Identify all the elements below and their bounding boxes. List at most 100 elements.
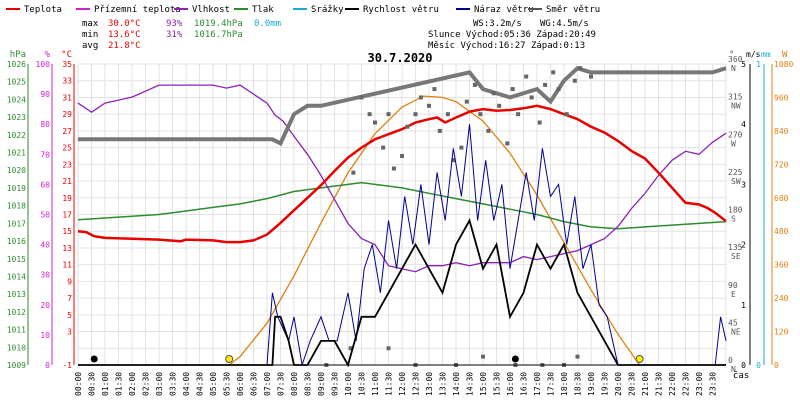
pressure-axis-unit: hPa: [10, 50, 26, 60]
series-wind-gust: [78, 124, 727, 366]
x-tick-label: 13:30: [439, 372, 448, 396]
humidity-tick-label: 90: [40, 90, 50, 99]
x-tick-label: 09:30: [331, 372, 340, 396]
legend-label: Tlak: [252, 5, 274, 15]
direction-point: [516, 112, 521, 117]
direction-point: [373, 120, 377, 125]
direction-point: [572, 78, 577, 83]
x-axis-label: čas: [733, 370, 749, 381]
x-tick-label: 11:00: [371, 372, 380, 396]
humidity-axis-unit: %: [45, 50, 51, 60]
wind-tick-label: 3: [741, 180, 746, 189]
precip-tick-label: 1: [756, 60, 761, 69]
direction-point: [359, 95, 364, 100]
pressure-tick-label: 1019: [7, 184, 26, 193]
solar-tick-label: 0: [774, 361, 779, 370]
precip-marker: [511, 355, 519, 363]
temperature-tick-label: 5: [67, 311, 72, 320]
direction-point: [386, 112, 391, 117]
temperature-tick-label: 33: [62, 77, 72, 86]
wind-tick-label: 4: [741, 120, 746, 129]
compass-tick-label: SW: [731, 177, 741, 186]
series-humidity: [77, 84, 727, 273]
x-tick-label: 22:30: [682, 372, 691, 396]
x-tick-label: 20:00: [614, 372, 623, 396]
x-tick-label: 04:00: [182, 372, 191, 396]
stat-min-press: 1016.7hPa: [194, 30, 243, 40]
direction-point: [459, 145, 464, 150]
direction-tick-label: 180: [728, 206, 743, 215]
humidity-tick-label: 20: [40, 301, 50, 310]
direction-point: [418, 95, 423, 100]
stat-precip: 0.0mm: [254, 19, 281, 29]
stat-max-temp: 30.0°C: [108, 19, 141, 29]
direction-point: [510, 87, 515, 92]
legend-label: Vlhkost: [192, 5, 230, 15]
legend-label: Rychlost větru: [363, 5, 439, 15]
x-tick-label: 23:30: [709, 372, 718, 396]
stat-ws: WS:3.2m/s: [473, 19, 522, 29]
x-tick-label: 02:00: [128, 372, 137, 396]
wind-axis-unit: m/s: [746, 50, 761, 59]
direction-point: [405, 124, 410, 129]
direction-point: [497, 103, 502, 108]
x-tick-label: 02:30: [142, 372, 151, 396]
direction-point: [556, 87, 561, 92]
direction-point: [451, 158, 456, 163]
temperature-tick-label: 15: [62, 227, 72, 236]
series-solar: [228, 95, 641, 366]
x-tick-label: 06:00: [236, 372, 245, 396]
direction-point: [505, 141, 510, 146]
compass-tick-label: N: [731, 64, 736, 73]
direction-point: [491, 91, 496, 96]
temperature-axis-unit: °C: [61, 50, 72, 60]
precip-tick-label: 0: [756, 361, 761, 370]
x-tick-label: 17:30: [547, 372, 556, 396]
direction-tick-label: 90: [728, 281, 738, 290]
direction-point: [486, 128, 491, 133]
x-tick-label: 15:30: [493, 372, 502, 396]
pressure-tick-label: 1017: [7, 219, 26, 228]
direction-tick-label: 0: [728, 356, 733, 365]
sun-marker: [635, 355, 644, 363]
legend-label: Srážky: [311, 5, 344, 15]
x-tick-label: 21:00: [641, 372, 650, 396]
humidity-tick-label: 80: [40, 120, 50, 129]
x-tick-label: 05:00: [209, 372, 218, 396]
x-tick-label: 14:00: [452, 372, 461, 396]
pressure-tick-label: 1014: [7, 272, 26, 281]
humidity-tick-label: 60: [40, 180, 50, 189]
series-pressure: [77, 181, 727, 230]
x-tick-label: 19:00: [587, 372, 596, 396]
x-tick-label: 19:30: [601, 372, 610, 396]
temperature-tick-label: 23: [62, 160, 72, 169]
precip-marker: [90, 355, 98, 363]
pressure-tick-label: 1012: [7, 308, 26, 317]
temperature-tick-label: 25: [62, 144, 72, 153]
temperature-tick-label: 29: [62, 110, 72, 119]
stat-max-label: max: [82, 19, 99, 29]
temperature-tick-label: 31: [62, 93, 72, 102]
x-tick-label: 07:00: [263, 372, 272, 396]
x-tick-label: 07:30: [277, 372, 286, 396]
pressure-tick-label: 1025: [7, 78, 26, 87]
direction-point: [478, 112, 483, 117]
solar-tick-label: 720: [774, 160, 789, 169]
direction-point: [537, 120, 542, 125]
pressure-tick-label: 1013: [7, 290, 26, 299]
direction-point: [464, 99, 469, 104]
direction-point: [575, 354, 580, 359]
temperature-tick-label: 11: [62, 261, 72, 270]
x-tick-label: 17:00: [533, 372, 542, 396]
legend-label: Teplota: [24, 5, 62, 15]
temperature-tick-label: 21: [62, 177, 72, 186]
temperature-tick-label: 19: [62, 194, 72, 203]
compass-tick-label: NE: [731, 327, 741, 336]
direction-point: [481, 354, 485, 359]
temperature-tick-label: 13: [62, 244, 72, 253]
direction-point: [543, 82, 548, 87]
x-tick-label: 12:30: [412, 372, 421, 396]
x-tick-label: 21:30: [655, 372, 664, 396]
x-tick-label: 18:30: [574, 372, 583, 396]
compass-tick-label: E: [731, 290, 736, 299]
